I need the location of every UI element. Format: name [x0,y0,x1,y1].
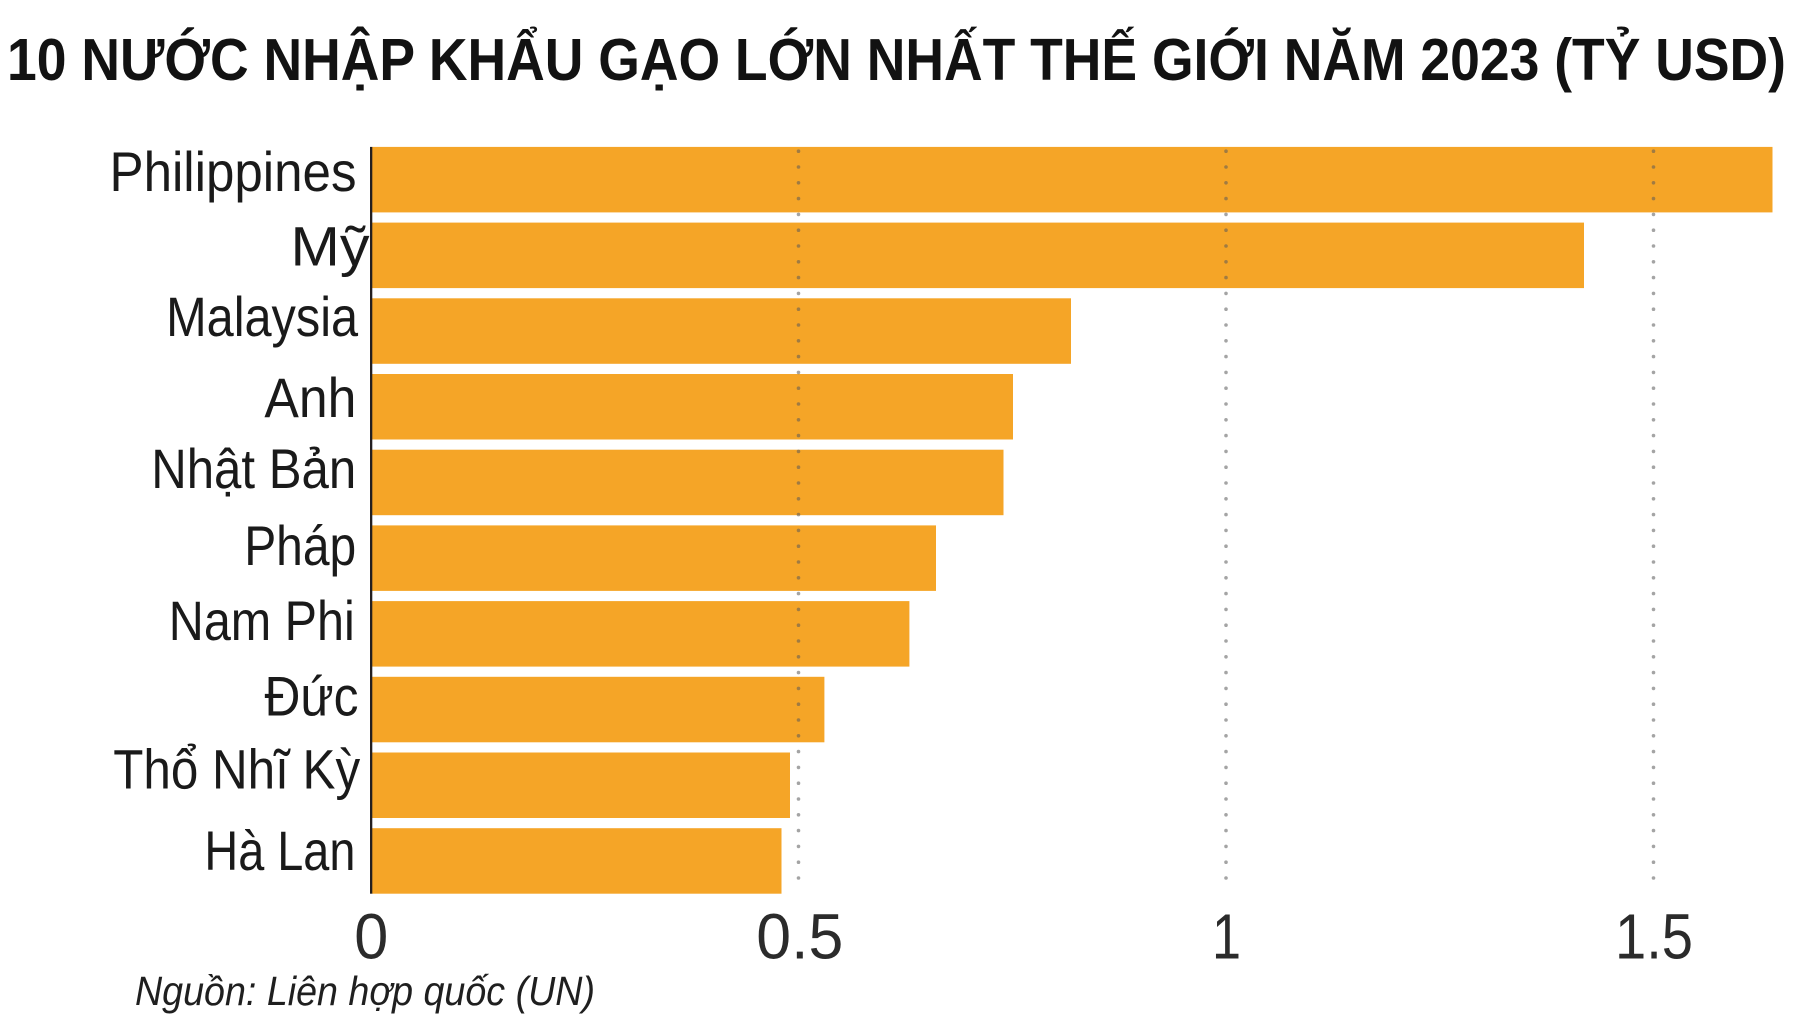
svg-text:Đức: Đức [265,665,359,728]
svg-text:Hà Lan: Hà Lan [204,819,355,882]
svg-text:Pháp: Pháp [244,514,356,577]
svg-text:0.5: 0.5 [756,901,843,973]
svg-text:1: 1 [1212,901,1241,973]
svg-text:10 NƯỚC NHẬP KHẨU GẠO LỚN NHẤT: 10 NƯỚC NHẬP KHẨU GẠO LỚN NHẤT THẾ GIỚI … [7,26,1786,93]
svg-text:1.5: 1.5 [1615,901,1693,973]
svg-text:Philippines: Philippines [110,140,357,203]
svg-text:Thổ Nhĩ Kỳ: Thổ Nhĩ Kỳ [113,738,360,801]
svg-text:Anh: Anh [264,366,356,429]
svg-text:Malaysia: Malaysia [166,285,359,348]
svg-text:0: 0 [354,901,388,973]
svg-text:Nam Phi: Nam Phi [169,589,355,652]
svg-text:Mỹ: Mỹ [291,215,370,278]
svg-text:Nhật Bản: Nhật Bản [151,437,356,500]
svg-text:Nguồn: Liên hợp quốc (UN): Nguồn: Liên hợp quốc (UN) [135,968,595,1014]
